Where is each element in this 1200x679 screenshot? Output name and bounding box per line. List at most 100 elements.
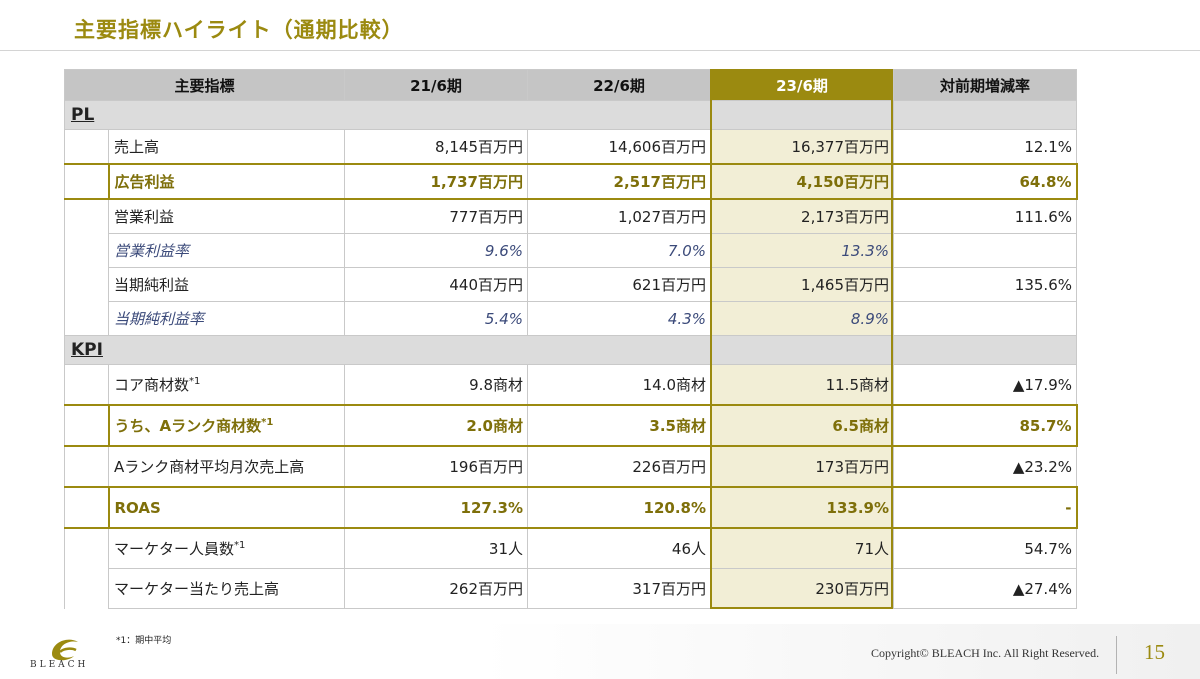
header-fy21: 21/6期	[344, 69, 528, 101]
value-fy22: 621百万円	[527, 267, 711, 302]
value-fy21: 440百万円	[344, 267, 528, 302]
value-yoy-change: 111.6%	[893, 198, 1077, 234]
table-row: マーケター当たり売上高 262百万円 317百万円 230百万円 ▲27.4%	[64, 568, 1077, 609]
indent-cell	[64, 568, 109, 609]
page-number: 15	[1144, 640, 1165, 664]
value-fy21: 262百万円	[344, 568, 528, 609]
value-fy21: 1,737百万円	[344, 163, 528, 200]
bleach-swirl-logo	[52, 639, 78, 661]
metric-label-text: コア商材数	[114, 376, 190, 394]
header-metric: 主要指標	[64, 69, 345, 101]
value-fy22: 14.0商材	[527, 364, 711, 406]
footnote-marker: *1	[234, 540, 246, 551]
indent-cell	[64, 486, 109, 529]
metric-label: 営業利益	[108, 198, 345, 234]
value-fy23: 8.9%	[710, 301, 894, 336]
value-fy22: 1,027百万円	[527, 198, 711, 234]
value-fy23: 16,377百万円	[710, 129, 894, 165]
value-fy23: 4,150百万円	[710, 163, 894, 200]
value-fy23: 11.5商材	[710, 364, 894, 406]
value-fy21: 9.8商材	[344, 364, 528, 406]
value-fy23: 6.5商材	[710, 404, 894, 447]
table-row: コア商材数*1 9.8商材 14.0商材 11.5商材 ▲17.9%	[64, 364, 1077, 406]
value-yoy-change	[893, 233, 1077, 268]
kpi-table: 主要指標 21/6期 22/6期 23/6期 対前期増減率 PL 売上高 8,145…	[64, 69, 1078, 609]
footer-separator	[1116, 636, 1117, 674]
metric-label-text: Aランク商材平均月次売上高	[114, 458, 305, 476]
value-fy21: 777百万円	[344, 198, 528, 234]
copyright-text: Copyright© BLEACH Inc. All Right Reserve…	[871, 646, 1100, 660]
value-fy22: 226百万円	[527, 445, 711, 488]
value-fy22: 120.8%	[527, 486, 711, 529]
value-fy23: 133.9%	[710, 486, 894, 529]
value-fy23: 173百万円	[710, 445, 894, 488]
metric-label: コア商材数*1	[108, 364, 345, 406]
metric-label-text: 営業利益	[114, 208, 175, 226]
pl-section-row: PL	[64, 100, 1077, 130]
footnote-marker: *1	[261, 417, 274, 428]
value-fy21: 31人	[344, 527, 528, 569]
table-row: うち、Aランク商材数*1 2.0商材 3.5商材 6.5商材 85.7%	[64, 404, 1078, 447]
metric-label-text: 広告利益	[114, 173, 175, 191]
value-fy23: 71人	[710, 527, 894, 569]
indent-cell	[64, 404, 109, 447]
value-yoy-change	[893, 301, 1077, 336]
kpi-section-fy23-cell	[710, 335, 894, 365]
value-yoy-change: ▲17.9%	[893, 364, 1077, 406]
value-yoy-change: 54.7%	[893, 527, 1077, 569]
value-fy22: 317百万円	[527, 568, 711, 609]
footer-band	[0, 624, 1200, 679]
value-fy23: 2,173百万円	[710, 198, 894, 234]
value-fy21: 8,145百万円	[344, 129, 528, 165]
table-row: 当期純利益 440百万円 621百万円 1,465百万円 135.6%	[64, 267, 1077, 302]
metric-label: 売上高	[108, 129, 345, 165]
value-fy22: 46人	[527, 527, 711, 569]
table-row: 営業利益 777百万円 1,027百万円 2,173百万円 111.6%	[64, 198, 1077, 234]
value-fy23: 13.3%	[710, 233, 894, 268]
kpi-section-change-cell	[893, 335, 1077, 365]
kpi-section-row: KPI	[64, 335, 1077, 365]
value-yoy-change: 85.7%	[893, 404, 1078, 447]
value-yoy-change: ▲23.2%	[893, 445, 1077, 488]
table-row: 広告利益 1,737百万円 2,517百万円 4,150百万円 64.8%	[64, 163, 1078, 200]
value-yoy-change: ▲27.4%	[893, 568, 1077, 609]
indent-cell	[64, 199, 109, 234]
pl-section-fy23-cell	[710, 100, 894, 130]
value-yoy-change: 12.1%	[893, 129, 1077, 165]
value-fy22: 4.3%	[527, 301, 711, 336]
value-fy23: 230百万円	[710, 568, 894, 609]
table-row: Aランク商材平均月次売上高 196百万円 226百万円 173百万円 ▲23.2%	[64, 445, 1077, 488]
indent-cell	[64, 446, 109, 487]
metric-label-text: 営業利益率	[114, 242, 190, 260]
indent-cell	[64, 364, 109, 405]
table-row: 売上高 8,145百万円 14,606百万円 16,377百万円 12.1%	[64, 129, 1077, 165]
header-yoy-change: 対前期増減率	[893, 69, 1077, 101]
indent-cell	[64, 233, 109, 268]
indent-cell	[64, 267, 109, 302]
value-fy22: 14,606百万円	[527, 129, 711, 165]
metric-label: マーケター人員数*1	[108, 527, 345, 569]
metric-label: Aランク商材平均月次売上高	[108, 445, 345, 488]
metric-label: ROAS	[107, 486, 345, 529]
indent-cell	[64, 129, 109, 164]
value-fy22: 2,517百万円	[527, 163, 711, 200]
header-fy23: 23/6期	[710, 69, 894, 101]
value-yoy-change: -	[893, 486, 1078, 529]
value-fy23: 1,465百万円	[710, 267, 894, 302]
table-row: マーケター人員数*1 31人 46人 71人 54.7%	[64, 527, 1077, 569]
table-row: 営業利益率 9.6% 7.0% 13.3%	[64, 233, 1077, 268]
kpi-section-label: KPI	[64, 335, 711, 365]
value-yoy-change: 64.8%	[893, 163, 1078, 200]
metric-label: 当期純利益	[108, 267, 345, 302]
table-row: ROAS 127.3% 120.8% 133.9% -	[64, 486, 1078, 529]
value-fy22: 7.0%	[527, 233, 711, 268]
metric-label: 当期純利益率	[108, 301, 345, 336]
table-header-row: 主要指標 21/6期 22/6期 23/6期 対前期増減率	[64, 69, 1077, 101]
metric-label-text: マーケター人員数	[114, 540, 235, 558]
value-fy21: 9.6%	[344, 233, 528, 268]
metric-label-text: ROAS	[114, 498, 161, 517]
metric-label-text: うち、Aランク商材数	[114, 417, 262, 435]
metric-label: うち、Aランク商材数*1	[107, 404, 345, 447]
metric-label: マーケター当たり売上高	[108, 568, 345, 609]
table-row: 当期純利益率 5.4% 4.3% 8.9%	[64, 301, 1077, 336]
